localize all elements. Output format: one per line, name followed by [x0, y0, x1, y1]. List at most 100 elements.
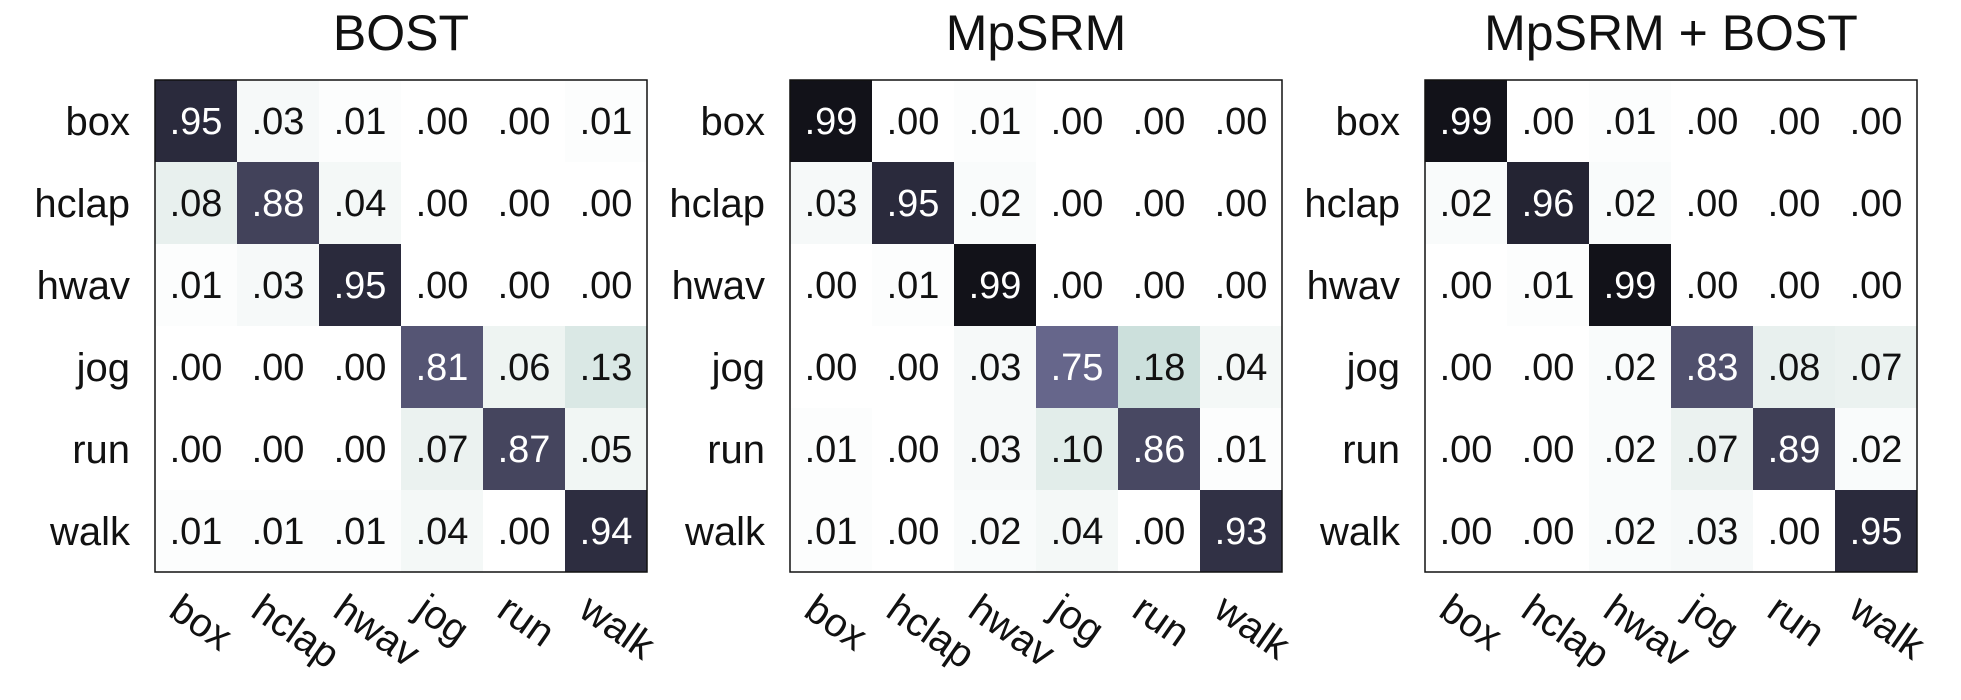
cell-value-label: .00 [805, 347, 858, 389]
heatmap-cell [1200, 490, 1282, 572]
cell-value-label: .00 [1051, 183, 1104, 225]
cell-value-label: .03 [969, 429, 1022, 471]
heatmap-cell [401, 326, 483, 408]
heatmap-cell [1835, 326, 1917, 408]
cell-value-label: .01 [580, 101, 633, 143]
cell-value-label: .00 [887, 101, 940, 143]
cell-value-label: .99 [1604, 265, 1657, 307]
cell-value-label: .01 [170, 265, 223, 307]
row-label: hclap [34, 182, 130, 226]
cell-value-label: .02 [1850, 429, 1903, 471]
heatmap-cell [565, 408, 647, 490]
heatmap-cell [790, 490, 872, 572]
cell-value-label: .00 [252, 429, 305, 471]
column-label: run [490, 586, 563, 655]
cell-value-label: .75 [1051, 347, 1104, 389]
cell-value-label: .99 [1440, 101, 1493, 143]
cell-value-label: .00 [1440, 265, 1493, 307]
column-label: hwav [326, 586, 428, 676]
heatmap-cell [954, 162, 1036, 244]
heatmap-cell [790, 408, 872, 490]
heatmap-cell [319, 326, 401, 408]
heatmap-cell [401, 244, 483, 326]
heatmap-cell [1671, 80, 1753, 162]
cell-value-label: .07 [1850, 347, 1903, 389]
cell-value-label: .18 [1133, 347, 1186, 389]
column-label: hwav [961, 586, 1063, 676]
heatmap-cell [1118, 490, 1200, 572]
cell-value-label: .00 [498, 265, 551, 307]
cell-value-label: .00 [1133, 183, 1186, 225]
row-label: hclap [1304, 182, 1400, 226]
row-label: hwav [37, 264, 130, 308]
heatmap-cell [1507, 162, 1589, 244]
cell-value-label: .00 [1215, 101, 1268, 143]
heatmap-cell [1507, 244, 1589, 326]
heatmap-cell [1200, 244, 1282, 326]
heatmap-cell [1118, 162, 1200, 244]
cell-value-label: .00 [887, 511, 940, 553]
cell-value-label: .08 [170, 183, 223, 225]
heatmap-cell [237, 490, 319, 572]
cell-value-label: .00 [498, 183, 551, 225]
row-label: run [72, 428, 130, 472]
cell-value-label: .95 [334, 265, 387, 307]
column-label: walk [1206, 586, 1298, 669]
heatmap-cell [1036, 162, 1118, 244]
heatmap-cell [1507, 326, 1589, 408]
matrix-frame [1424, 79, 1918, 573]
row-label: hclap [669, 182, 765, 226]
cell-value-label: .03 [1686, 511, 1739, 553]
cell-value-label: .07 [416, 429, 469, 471]
row-label: hwav [1307, 264, 1400, 308]
heatmap-cell [790, 80, 872, 162]
row-label: walk [684, 510, 766, 554]
cell-value-label: .01 [969, 101, 1022, 143]
matrix-title: MpSRM [946, 5, 1127, 61]
heatmap-cell [1036, 490, 1118, 572]
heatmap-cell [1036, 326, 1118, 408]
row-label: run [707, 428, 765, 472]
heatmap-cell [872, 490, 954, 572]
row-label: box [66, 100, 131, 144]
cell-value-label: .02 [1604, 429, 1657, 471]
matrix-frame [789, 79, 1283, 573]
cell-value-label: .00 [498, 511, 551, 553]
cell-value-label: .01 [805, 511, 858, 553]
heatmap-cell [1036, 80, 1118, 162]
cell-value-label: .00 [1768, 265, 1821, 307]
column-label: box [162, 586, 240, 659]
cell-value-label: .96 [1522, 183, 1575, 225]
cell-value-label: .02 [969, 511, 1022, 553]
cell-value-label: .89 [1768, 429, 1821, 471]
cell-value-label: .00 [1522, 511, 1575, 553]
heatmap-cell [401, 408, 483, 490]
cell-value-label: .10 [1051, 429, 1104, 471]
heatmap-cell [565, 326, 647, 408]
heatmap-cell [1589, 326, 1671, 408]
cell-value-label: .94 [580, 511, 633, 553]
cell-value-label: .95 [887, 183, 940, 225]
column-label: box [1432, 586, 1510, 659]
cell-value-label: .00 [1522, 101, 1575, 143]
heatmap-cell [1036, 408, 1118, 490]
heatmap-cell [483, 244, 565, 326]
matrix-title: BOST [333, 5, 469, 61]
cell-value-label: .00 [1686, 183, 1739, 225]
cell-value-label: .00 [1686, 101, 1739, 143]
cell-value-label: .00 [1133, 101, 1186, 143]
heatmap-cell [155, 408, 237, 490]
heatmap-cell [954, 408, 1036, 490]
heatmap-cell [1425, 80, 1507, 162]
cell-value-label: .00 [1768, 511, 1821, 553]
column-label: hwav [1596, 586, 1698, 676]
cell-value-label: .00 [1522, 347, 1575, 389]
heatmap-cell [1671, 326, 1753, 408]
cell-value-label: .93 [1215, 511, 1268, 553]
cell-value-label: .00 [416, 101, 469, 143]
cell-value-label: .00 [1215, 265, 1268, 307]
heatmap-cell [237, 244, 319, 326]
cell-value-label: .95 [170, 101, 223, 143]
cell-value-label: .03 [252, 265, 305, 307]
heatmap-cell [155, 244, 237, 326]
